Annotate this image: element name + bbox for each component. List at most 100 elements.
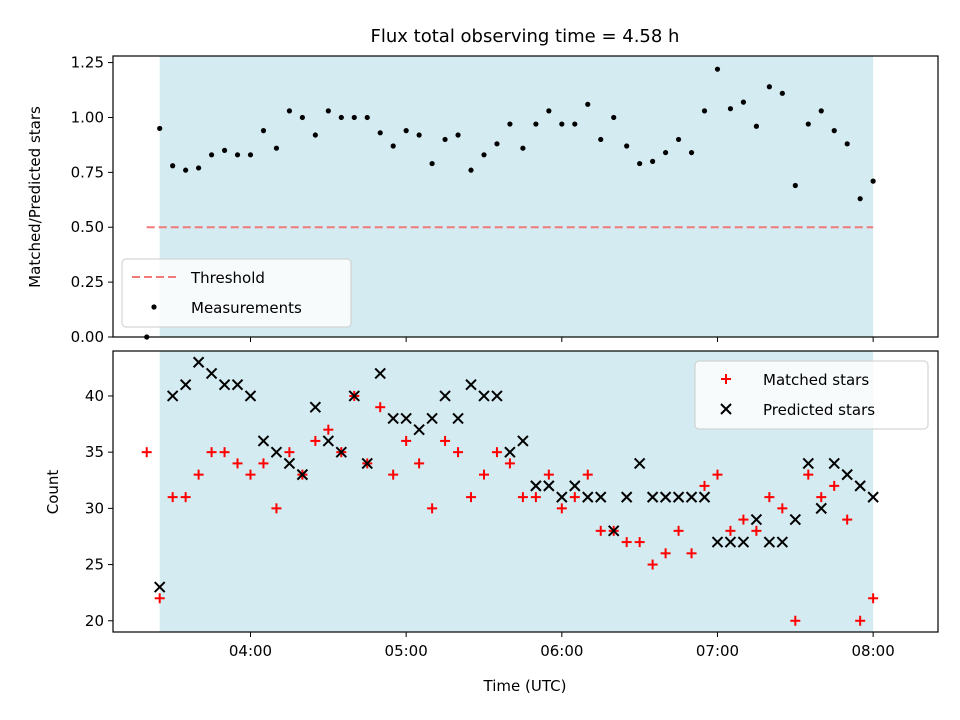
matched-star-point bbox=[582, 469, 593, 480]
measurement-point bbox=[494, 141, 500, 147]
matched-star-point bbox=[569, 492, 580, 503]
measurement-point bbox=[455, 132, 461, 138]
matched-star-point bbox=[388, 469, 399, 480]
measurement-point bbox=[377, 130, 383, 136]
x-tick-label: 07:00 bbox=[696, 642, 739, 660]
predicted-star-point bbox=[620, 491, 633, 503]
predicted-star-point bbox=[205, 367, 218, 380]
top-y-tick-label: 0.50 bbox=[71, 218, 104, 236]
legend-predicted-label: Predicted stars bbox=[763, 401, 875, 419]
measurement-point bbox=[325, 108, 331, 114]
legend-matched-label: Matched stars bbox=[763, 371, 869, 389]
measurement-point bbox=[234, 152, 241, 158]
measurement-point bbox=[390, 143, 396, 149]
predicted-star-point bbox=[659, 491, 672, 503]
measurement-point bbox=[468, 167, 474, 173]
matched-star-point bbox=[777, 503, 788, 514]
matched-star-point bbox=[453, 447, 464, 458]
predicted-star-point bbox=[465, 379, 477, 391]
matched-star-point bbox=[375, 402, 386, 413]
matched-star-point bbox=[621, 537, 632, 548]
matched-star-point bbox=[764, 492, 775, 503]
measurement-point bbox=[208, 152, 215, 158]
predicted-star-point bbox=[854, 480, 866, 492]
matched-star-point bbox=[712, 469, 723, 480]
predicted-star-point bbox=[179, 379, 192, 391]
predicted-star-point bbox=[257, 435, 270, 447]
x-tick-label: 05:00 bbox=[385, 642, 428, 660]
measurement-point bbox=[857, 196, 863, 202]
measurement-point bbox=[753, 123, 759, 129]
measurement-point bbox=[442, 136, 448, 143]
legend-measurements-label: Measurements bbox=[191, 299, 302, 317]
top-y-tick-label: 1.00 bbox=[71, 108, 104, 126]
measurement-point bbox=[792, 182, 798, 189]
matched-star-point bbox=[154, 593, 165, 604]
predicted-star-point bbox=[309, 401, 322, 413]
matched-star-point bbox=[868, 593, 879, 604]
predicted-star-point bbox=[400, 412, 412, 425]
predicted-star-point bbox=[776, 536, 789, 548]
legend-predicted-swatch bbox=[720, 403, 732, 415]
measurement-point bbox=[701, 108, 708, 114]
predicted-star-point bbox=[335, 446, 348, 458]
measurement-point bbox=[650, 158, 656, 164]
predicted-star-point bbox=[153, 581, 166, 593]
predicted-star-point bbox=[517, 435, 529, 447]
predicted-star-point bbox=[296, 468, 309, 481]
predicted-star-point bbox=[244, 390, 257, 402]
matched-star-point bbox=[790, 615, 801, 626]
x-tick-label: 06:00 bbox=[540, 642, 583, 660]
predicted-star-point bbox=[750, 513, 763, 526]
predicted-star-point bbox=[439, 390, 451, 402]
predicted-star-point bbox=[633, 457, 646, 470]
predicted-star-point bbox=[504, 446, 516, 458]
matched-star-point bbox=[232, 458, 243, 469]
matched-star-point bbox=[466, 492, 477, 503]
matched-star-point bbox=[725, 525, 736, 536]
measurement-point bbox=[727, 106, 734, 112]
measurement-point bbox=[766, 84, 772, 90]
measurement-point bbox=[779, 90, 785, 96]
matched-star-point bbox=[284, 447, 295, 458]
predicted-star-point bbox=[698, 491, 711, 503]
predicted-star-point bbox=[387, 412, 399, 425]
matched-star-point bbox=[595, 525, 606, 536]
predicted-star-point bbox=[763, 536, 776, 548]
predicted-star-point bbox=[737, 536, 750, 548]
bottom-panel: 20 25 30 35 40 04:00 05:00 06:00 07:00 08:00 Cou… bbox=[44, 350, 939, 695]
matched-star-point bbox=[310, 435, 321, 446]
predicted-star-point bbox=[685, 491, 698, 503]
measurement-point bbox=[157, 125, 163, 132]
matched-star-point bbox=[517, 492, 528, 503]
matched-star-point bbox=[842, 514, 853, 525]
bottom-y-tick-label: 20 bbox=[85, 612, 104, 630]
x-tick-label: 08:00 bbox=[852, 642, 895, 660]
predicted-star-point bbox=[426, 412, 438, 425]
matched-star-point bbox=[427, 503, 438, 514]
top-y-axis-label: Matched/Predicted stars bbox=[26, 106, 44, 288]
measurement-point bbox=[196, 165, 202, 171]
predicted-star-point bbox=[608, 525, 620, 537]
predicted-star-point bbox=[646, 491, 659, 503]
matched-star-point bbox=[167, 492, 178, 503]
matched-star-point bbox=[660, 548, 671, 559]
matched-star-point bbox=[686, 548, 697, 559]
matched-star-point bbox=[180, 492, 191, 503]
predicted-star-point bbox=[530, 480, 542, 492]
matched-star-point bbox=[141, 447, 152, 458]
predicted-star-point bbox=[231, 379, 244, 391]
matched-star-point bbox=[738, 514, 749, 525]
measurement-point bbox=[559, 121, 565, 127]
predicted-star-point bbox=[672, 491, 685, 503]
top-y-tick-label: 0.00 bbox=[71, 328, 104, 346]
legend-threshold-label: Threshold bbox=[190, 269, 265, 287]
matched-star-point bbox=[258, 458, 269, 469]
measurement-point bbox=[533, 121, 539, 127]
measurement-point bbox=[870, 178, 876, 184]
predicted-star-point bbox=[166, 390, 179, 402]
matched-star-point bbox=[556, 503, 567, 514]
measurement-point bbox=[312, 132, 318, 138]
matched-star-point bbox=[751, 525, 762, 536]
